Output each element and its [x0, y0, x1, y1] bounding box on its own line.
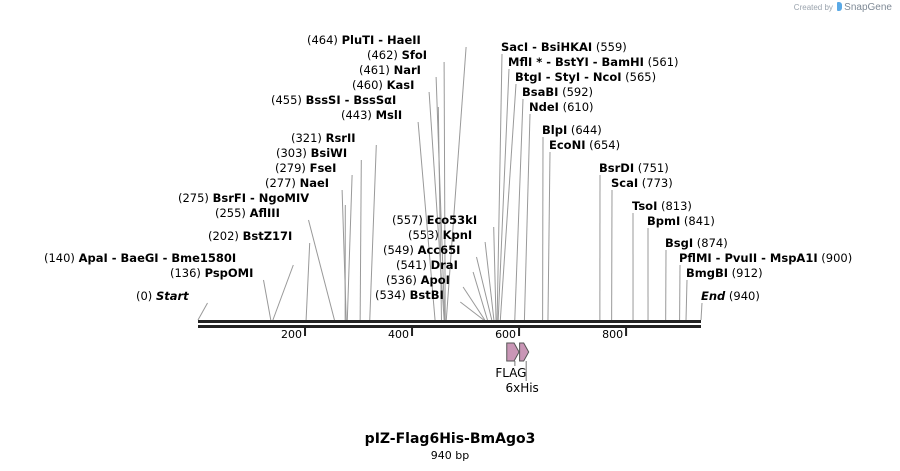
- site-bstz17i[interactable]: (202) BstZ17I: [208, 229, 292, 243]
- svg-text:(277) NaeI: (277) NaeI: [265, 176, 329, 190]
- svg-text:(553) KpnI: (553) KpnI: [408, 228, 472, 242]
- site-acc65i[interactable]: (549) Acc65I: [383, 243, 460, 257]
- site-msli[interactable]: (443) MslI: [341, 108, 402, 122]
- site-rsrii[interactable]: (321) RsrII: [291, 131, 356, 145]
- site-bsiwi[interactable]: (303) BsiWI: [276, 146, 347, 160]
- axis-ticks: 200 400 600 800: [281, 328, 628, 341]
- site-pspomi[interactable]: (136) PspOMI: [170, 266, 253, 280]
- svg-text:(202) BstZ17I: (202) BstZ17I: [208, 229, 292, 243]
- svg-text:BpmI (841): BpmI (841): [647, 214, 715, 228]
- svg-text:(140) ApaI - BaeGI - Bme158: (140) ApaI - BaeGI - Bme1580I: [44, 251, 236, 265]
- snapgene-credit: Created by SnapGene: [794, 2, 892, 13]
- site-end[interactable]: End (940): [701, 289, 760, 303]
- site-ndei[interactable]: NdeI (610): [529, 100, 594, 114]
- site-afliii[interactable]: (255) AflIII: [215, 206, 280, 220]
- site-nari[interactable]: (461) NarI: [359, 63, 421, 77]
- site-labels: (0) Start (136) PspOMI(140) ApaI - BaeGI …: [44, 33, 852, 303]
- site-bstbi[interactable]: (534) BstBI: [375, 288, 444, 302]
- svg-text:BlpI (644): BlpI (644): [542, 123, 602, 137]
- svg-text:(279) FseI: (279) FseI: [275, 161, 336, 175]
- svg-text:ScaI (773): ScaI (773): [611, 176, 673, 190]
- site-tsoi[interactable]: TsoI (813): [632, 199, 692, 213]
- svg-text:(455) BssSI - BssSαI: (455) BssSI - BssSαI: [271, 93, 396, 107]
- dna-backbone[interactable]: [198, 320, 701, 328]
- site-apai[interactable]: (140) ApaI - BaeGI - Bme1580I: [44, 251, 236, 265]
- svg-text:(460) KasI: (460) KasI: [352, 78, 414, 92]
- svg-text:(534) BstBI: (534) BstBI: [375, 288, 444, 302]
- svg-text:NdeI (610): NdeI (610): [529, 100, 594, 114]
- svg-text:EcoNI (654): EcoNI (654): [549, 138, 620, 152]
- tick-label: 800: [602, 328, 623, 341]
- svg-text:(443) MslI: (443) MslI: [341, 108, 402, 122]
- feature-label: 6xHis: [505, 381, 538, 395]
- snapgene-logo-icon: [837, 2, 843, 11]
- tick-label: 600: [495, 328, 516, 341]
- credit-brand: SnapGene: [844, 2, 892, 13]
- feature-flag-arrow[interactable]: [506, 342, 520, 362]
- site-bsgi[interactable]: BsgI (874): [665, 236, 728, 250]
- site-bsssi[interactable]: (455) BssSI - BssSαI: [271, 93, 396, 107]
- site-btgi[interactable]: BtgI - StyI - NcoI (565): [515, 70, 656, 84]
- site-pflmi[interactable]: PflMI - PvuII - MspA1I (900): [679, 251, 852, 265]
- feature-label: FLAG: [495, 366, 526, 380]
- site-kpni[interactable]: (553) KpnI: [408, 228, 472, 242]
- site-eco53ki[interactable]: (557) Eco53kI: [392, 213, 477, 227]
- site-bmgbi[interactable]: BmgBI (912): [686, 266, 763, 280]
- site-saci[interactable]: SacI - BsiHKAI (559): [501, 40, 627, 54]
- svg-text:(462) SfoI: (462) SfoI: [367, 48, 427, 62]
- site-blpi[interactable]: BlpI (644): [542, 123, 602, 137]
- svg-text:(303) BsiWI: (303) BsiWI: [276, 146, 347, 160]
- site-drai[interactable]: (541) DraI: [396, 258, 458, 272]
- site-fsei[interactable]: (279) FseI: [275, 161, 336, 175]
- svg-text:(557) Eco53kI: (557) Eco53kI: [392, 213, 477, 227]
- svg-text:TsoI (813): TsoI (813): [632, 199, 692, 213]
- svg-text:(541) DraI: (541) DraI: [396, 258, 458, 272]
- site-pluti[interactable]: (464) PluTI - HaeII: [307, 33, 421, 47]
- site-sfoi[interactable]: (462) SfoI: [367, 48, 427, 62]
- site-leader-lines: [197, 46, 703, 321]
- svg-text:BsgI (874): BsgI (874): [665, 236, 728, 250]
- svg-text:MflI * - BstYI - BamHI (561: MflI * - BstYI - BamHI (561): [508, 55, 679, 69]
- site-mfli[interactable]: MflI * - BstYI - BamHI (561): [508, 55, 679, 69]
- svg-text:PflMI - PvuII - MspA1I (90: PflMI - PvuII - MspA1I (900): [679, 251, 852, 265]
- svg-text:End (940): End (940): [701, 289, 760, 303]
- svg-text:(0) Start: (0) Start: [136, 289, 189, 303]
- svg-text:BsrDI (751): BsrDI (751): [599, 161, 669, 175]
- feature-6xhis-arrow[interactable]: [519, 342, 530, 362]
- site-bsabi[interactable]: BsaBI (592): [522, 85, 593, 99]
- site-bpmi[interactable]: BpmI (841): [647, 214, 715, 228]
- sequence-title: pIZ-Flag6His-BmAgo3: [364, 431, 536, 447]
- svg-text:(464) PluTI - HaeII: (464) PluTI - HaeII: [307, 33, 421, 47]
- site-bsrfi[interactable]: (275) BsrFI - NgoMIV: [178, 191, 309, 205]
- site-naei[interactable]: (277) NaeI: [265, 176, 329, 190]
- sequence-length: 940 bp: [430, 449, 470, 462]
- site-kasi[interactable]: (460) KasI: [352, 78, 414, 92]
- site-econi[interactable]: EcoNI (654): [549, 138, 620, 152]
- site-start[interactable]: (0) Start: [136, 289, 189, 303]
- svg-text:BsaBI (592): BsaBI (592): [522, 85, 593, 99]
- svg-text:(255) AflIII: (255) AflIII: [215, 206, 280, 220]
- svg-text:(536) ApoI: (536) ApoI: [386, 273, 450, 287]
- tick-label: 200: [281, 328, 302, 341]
- credit-prefix: Created by: [793, 3, 833, 12]
- svg-text:BmgBI (912): BmgBI (912): [686, 266, 763, 280]
- svg-text:BtgI - StyI - NcoI (565): BtgI - StyI - NcoI (565): [515, 70, 656, 84]
- site-bsrdi[interactable]: BsrDI (751): [599, 161, 669, 175]
- svg-text:(549) Acc65I: (549) Acc65I: [383, 243, 460, 257]
- site-scai[interactable]: ScaI (773): [611, 176, 673, 190]
- svg-text:(321) RsrII: (321) RsrII: [291, 131, 356, 145]
- svg-text:(136) PspOMI: (136) PspOMI: [170, 266, 253, 280]
- site-apoi[interactable]: (536) ApoI: [386, 273, 450, 287]
- svg-text:(461) NarI: (461) NarI: [359, 63, 421, 77]
- tick-label: 400: [388, 328, 409, 341]
- svg-text:(275) BsrFI - NgoMIV: (275) BsrFI - NgoMIV: [178, 191, 309, 205]
- svg-text:SacI - BsiHKAI (559): SacI - BsiHKAI (559): [501, 40, 627, 54]
